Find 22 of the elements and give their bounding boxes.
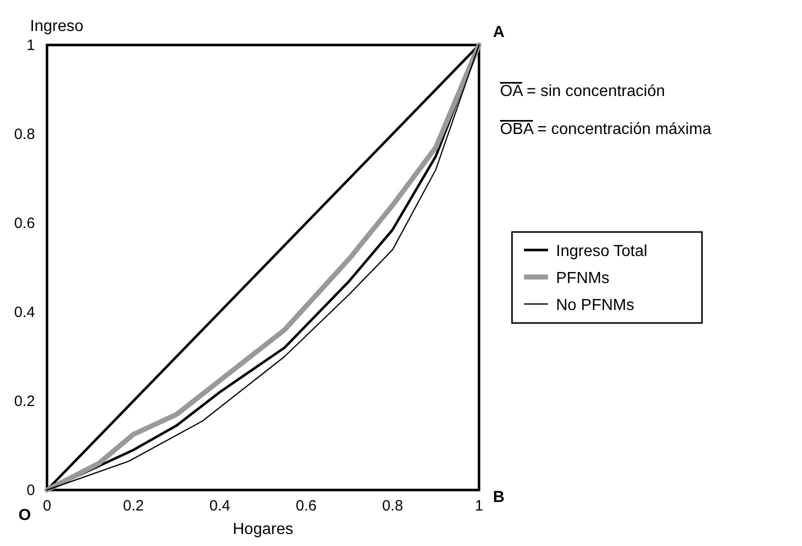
legend-label: No PFNMs — [556, 297, 634, 314]
x-tick-label: 1 — [474, 498, 484, 515]
y-tick-label: 0.8 — [14, 126, 35, 143]
x-tick-label: 0.2 — [122, 498, 144, 515]
y-tick-label: 0.2 — [14, 392, 35, 410]
legend-label: Ingreso Total — [556, 243, 648, 260]
x-tick-label: 0.4 — [209, 498, 230, 515]
y-axis-title: Ingreso — [30, 18, 84, 35]
text: O — [18, 507, 31, 524]
text: A — [493, 24, 505, 41]
y-tick-label: 0.4 — [14, 304, 35, 321]
x-tick-label: 0.6 — [296, 498, 317, 515]
text: OBA = concentración máxima — [500, 121, 712, 138]
y-tick-label: 0.6 — [14, 214, 35, 232]
x-axis-title: Hogares — [232, 521, 294, 538]
x-tick-label: 0.8 — [382, 498, 404, 515]
y-tick-label: 0 — [26, 482, 35, 499]
x-tick-label: 0 — [42, 498, 52, 515]
y-tick-label: 1 — [26, 36, 35, 54]
legend-label: PFNMs — [556, 270, 610, 287]
text: B — [493, 489, 505, 506]
text: OA = sin concentración — [500, 83, 665, 100]
